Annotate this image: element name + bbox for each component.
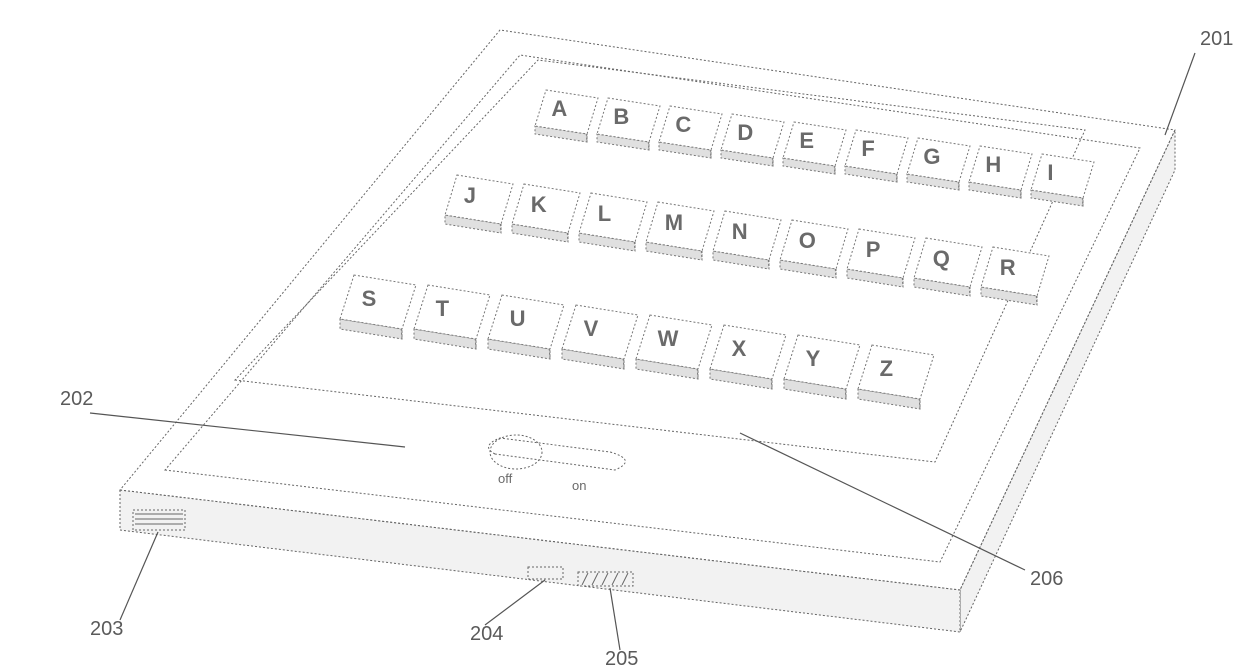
key-label-b: B xyxy=(613,104,629,129)
callout-203: 203 xyxy=(90,618,123,640)
key-label-a: A xyxy=(551,96,567,121)
key-label-x: X xyxy=(732,336,747,361)
key-u[interactable] xyxy=(488,295,564,349)
key-f[interactable] xyxy=(845,130,908,174)
port-204 xyxy=(528,567,563,579)
key-label-e: E xyxy=(799,128,814,153)
leader-202 xyxy=(90,413,405,447)
callout-201: 201 xyxy=(1200,28,1233,50)
key-i[interactable] xyxy=(1031,154,1094,198)
toggle-off-label: off xyxy=(498,471,513,486)
key-label-f: F xyxy=(861,136,874,161)
key-label-k: K xyxy=(531,192,547,217)
key-l[interactable] xyxy=(579,193,647,242)
leader-206 xyxy=(740,433,1025,570)
key-label-h: H xyxy=(985,152,1001,177)
toggle-track[interactable] xyxy=(489,438,626,470)
key-label-r: R xyxy=(1000,255,1016,280)
toggle-on-label: on xyxy=(572,478,586,493)
screen-inset xyxy=(165,55,1140,562)
leader-203 xyxy=(120,532,158,620)
callout-206: 206 xyxy=(1030,568,1063,590)
key-label-z: Z xyxy=(880,356,893,381)
key-p[interactable] xyxy=(847,229,915,278)
key-label-n: N xyxy=(732,219,748,244)
key-y[interactable] xyxy=(784,335,860,389)
callout-202: 202 xyxy=(60,388,93,410)
callout-205: 205 xyxy=(605,648,638,670)
key-label-t: T xyxy=(436,296,450,321)
patent-figure: A B C D E F G H I J K L M N O P Q R S T U V W X Y Zoff on 201 202 203… xyxy=(0,0,1239,670)
device-right-side xyxy=(960,130,1175,632)
key-j[interactable] xyxy=(445,175,513,224)
key-label-o: O xyxy=(799,228,816,253)
key-z[interactable] xyxy=(858,345,934,399)
key-x[interactable] xyxy=(710,325,786,379)
key-t[interactable] xyxy=(414,285,490,339)
key-label-j: J xyxy=(464,183,476,208)
key-label-w: W xyxy=(658,326,679,351)
key-label-u: U xyxy=(510,306,526,331)
leader-205 xyxy=(610,588,620,650)
key-v[interactable] xyxy=(562,305,638,359)
key-label-g: G xyxy=(923,144,940,169)
callout-204: 204 xyxy=(470,623,503,645)
key-s[interactable] xyxy=(340,275,416,329)
key-label-d: D xyxy=(737,120,753,145)
key-label-p: P xyxy=(866,237,881,262)
device-front-side xyxy=(120,490,960,632)
key-label-v: V xyxy=(584,316,599,341)
leader-204 xyxy=(485,580,545,625)
leader-201 xyxy=(1165,53,1195,135)
key-label-q: Q xyxy=(933,246,950,271)
speaker-grille xyxy=(133,510,185,530)
key-label-l: L xyxy=(598,201,611,226)
key-e[interactable] xyxy=(783,122,846,166)
key-label-y: Y xyxy=(806,346,821,371)
key-label-c: C xyxy=(675,112,691,137)
key-label-m: M xyxy=(665,210,683,235)
key-label-i: I xyxy=(1047,160,1053,185)
key-label-s: S xyxy=(362,286,377,311)
